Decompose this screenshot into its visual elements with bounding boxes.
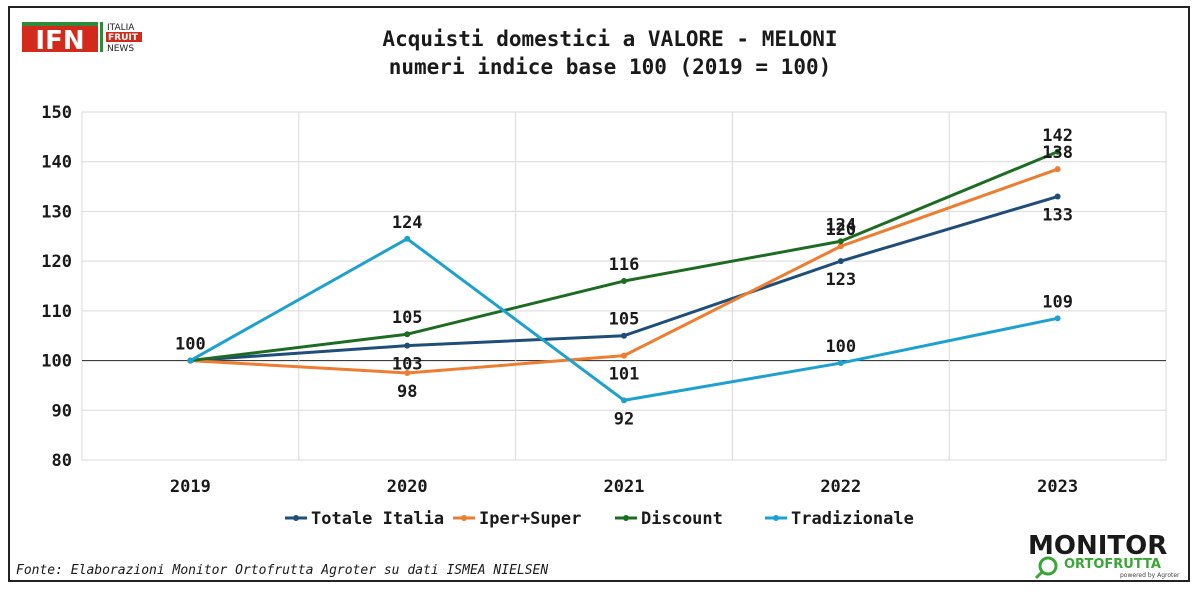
data-label: 138 [1042, 143, 1073, 163]
data-point [404, 331, 411, 338]
monitor-logo-main: MONITOR [1028, 531, 1167, 561]
data-label: 105 [392, 308, 423, 328]
legend: Totale Italia Iper+Super Discount Tradizion… [285, 509, 914, 529]
monitor-logo-powered: powered by Agroter [1120, 572, 1180, 579]
y-tick-label: 130 [41, 202, 72, 222]
data-label: 98 [397, 382, 417, 402]
ifn-logo-line-1: ITALIA [107, 23, 135, 33]
ifn-logo-text: IFN [35, 26, 84, 56]
y-tick-label: 150 [41, 103, 72, 123]
data-point [837, 360, 844, 367]
data-point [404, 235, 411, 242]
x-tick-label: 2022 [820, 477, 861, 497]
monitor-ortofrutta-logo: MONITOR ORTOFRUTTA powered by Agroter [1028, 531, 1180, 580]
data-point [621, 397, 627, 404]
legend-marker [293, 515, 299, 521]
data-label: 100 [825, 337, 856, 357]
y-tick-label: 80 [52, 451, 72, 471]
data-point [837, 238, 844, 245]
chart-title-line-2: numeri indice base 100 (2019 = 100) [389, 55, 832, 79]
ifn-logo: IFN ITALIA FRUIT NEWS [22, 22, 142, 56]
plot-border [81, 111, 1167, 461]
data-point [404, 370, 411, 376]
y-tick-label: 140 [41, 153, 72, 173]
legend-label: Iper+Super [479, 509, 581, 529]
data-point [1054, 315, 1061, 322]
data-label: 101 [609, 365, 640, 385]
y-tick-label: 110 [41, 302, 72, 322]
data-label: 103 [392, 355, 423, 375]
data-point [1054, 193, 1061, 200]
legend-marker [773, 515, 779, 521]
data-label: 123 [825, 270, 856, 290]
data-point [1054, 148, 1061, 155]
data-point [187, 357, 194, 364]
x-tick-label: 2019 [170, 477, 211, 497]
legend-label: Discount [641, 509, 723, 529]
data-point [621, 352, 627, 359]
data-label: 142 [1042, 126, 1073, 146]
y-tick-label: 120 [41, 252, 72, 272]
ifn-logo-line-2: FRUIT [108, 33, 139, 43]
data-label: 92 [614, 409, 634, 429]
monitor-logo-sub: ORTOFRUTTA [1064, 557, 1161, 572]
data-point [621, 332, 627, 339]
legend-marker [623, 515, 629, 521]
data-label: 105 [609, 310, 640, 330]
ifn-logo-line-3: NEWS [107, 44, 134, 54]
x-tick-label: 2020 [387, 477, 428, 497]
legend-label: Tradizionale [791, 509, 914, 529]
data-label: 124 [825, 215, 856, 235]
chart-frame: IFN ITALIA FRUIT NEWS Acquisti domestici… [8, 6, 1190, 582]
plot-area: 80 90 100 110 120 130 140 150 2019 2020 2021 2022 20… [41, 103, 1167, 497]
data-point [621, 278, 627, 285]
chart-title-line-1: Acquisti domestici a VALORE - MELONI [382, 27, 837, 51]
data-label: 116 [609, 255, 640, 275]
data-label: 124 [392, 213, 423, 233]
data-point [404, 342, 411, 349]
data-label: 133 [1042, 206, 1073, 226]
source-note: Fonte: Elaborazioni Monitor Ortofrutta A… [16, 563, 548, 578]
legend-label: Totale Italia [311, 509, 444, 529]
data-label: 109 [1042, 292, 1073, 312]
x-tick-label: 2021 [604, 477, 645, 497]
legend-marker [461, 515, 467, 521]
data-label: 120 [825, 220, 856, 240]
y-tick-label: 90 [52, 401, 72, 421]
y-tick-label: 100 [41, 352, 72, 372]
data-point [1054, 166, 1061, 173]
data-point [837, 243, 844, 250]
x-tick-label: 2023 [1037, 477, 1078, 497]
data-label: 100 [175, 335, 206, 355]
chart-svg: IFN ITALIA FRUIT NEWS Acquisti domestici… [16, 22, 1180, 580]
data-point [837, 258, 844, 265]
